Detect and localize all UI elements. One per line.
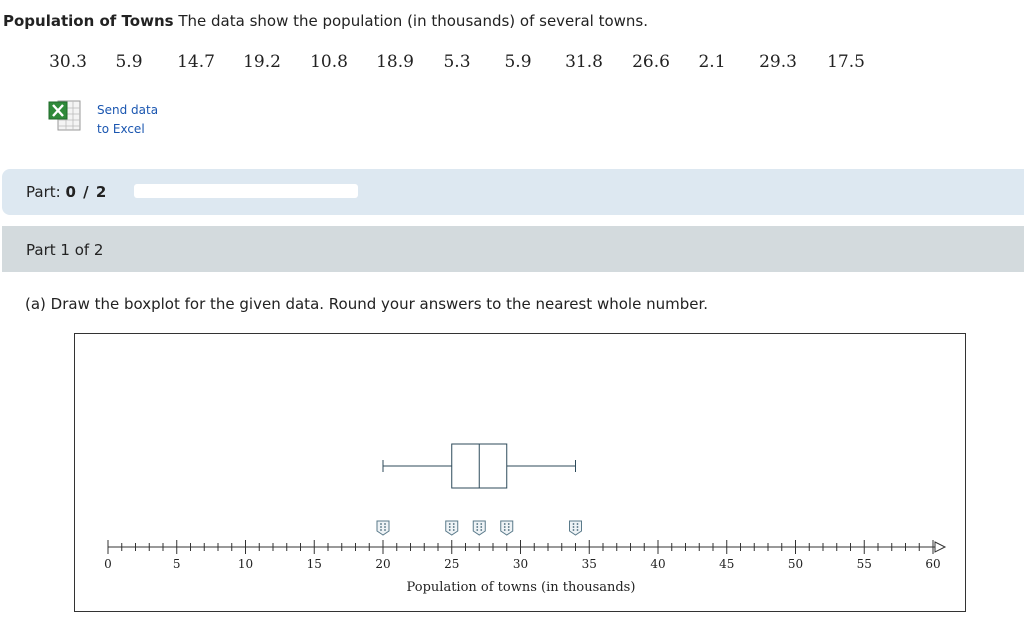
- excel-icon[interactable]: [48, 99, 82, 133]
- data-value: 17.5: [827, 52, 865, 72]
- excel-link-line2[interactable]: to Excel: [97, 122, 145, 136]
- tick-label: 10: [238, 557, 253, 571]
- tick-label: 60: [925, 557, 940, 571]
- grip-icon[interactable]: [500, 520, 514, 536]
- grip-dot: [576, 526, 579, 528]
- problem-title-line: Population of Towns The data show the po…: [3, 12, 648, 30]
- grip-dot: [572, 526, 575, 528]
- grip-dot: [572, 529, 575, 531]
- grip-dot: [452, 529, 455, 531]
- grip-icon[interactable]: [445, 520, 459, 536]
- data-value: 10.8: [310, 52, 348, 72]
- part-label-text: Part:: [26, 183, 61, 201]
- grip-dot: [452, 523, 455, 525]
- tick-label: 5: [173, 557, 181, 571]
- data-values-row: 30.3 5.9 14.7 19.2 10.8 18.9 5.3 5.9 31.8 26.6 2.1…: [0, 52, 1024, 76]
- data-value: 14.7: [177, 52, 215, 72]
- part-header-text: Part 1 of 2: [26, 241, 104, 259]
- grip-dot: [576, 529, 579, 531]
- median-handle[interactable]: [472, 520, 486, 536]
- tick-label: 0: [104, 557, 112, 571]
- part-progress-bar: Part: 0 / 2: [2, 169, 1024, 215]
- tick-label: 35: [582, 557, 597, 571]
- progress-track: [134, 184, 358, 198]
- grip-dot: [576, 523, 579, 525]
- data-value: 26.6: [632, 52, 670, 72]
- grip-dot: [476, 523, 479, 525]
- grip-dot: [507, 529, 510, 531]
- grip-dot: [476, 526, 479, 528]
- tick-label: 30: [513, 557, 528, 571]
- data-value: 29.3: [759, 52, 797, 72]
- tick-label: 20: [375, 557, 390, 571]
- q3-handle[interactable]: [500, 520, 514, 536]
- data-value: 5.9: [504, 52, 532, 72]
- grip-dot: [503, 529, 506, 531]
- data-value: 19.2: [243, 52, 281, 72]
- axis-label: Population of towns (in thousands): [407, 580, 636, 595]
- data-value: 5.3: [443, 52, 471, 72]
- grip-dot: [476, 529, 479, 531]
- send-data-to-excel-link[interactable]: Send data to Excel: [97, 101, 158, 139]
- grip-dot: [507, 523, 510, 525]
- tick-label: 40: [650, 557, 665, 571]
- min-handle[interactable]: [376, 520, 390, 536]
- q1-handle[interactable]: [445, 520, 459, 536]
- number-line: [107, 540, 947, 554]
- boxplot-canvas[interactable]: 0 5 10 15 20 25 30 35 40 45 50 55 60 Population of t…: [74, 333, 966, 612]
- tick-labels: 0 5 10 15 20 25 30 35 40 45 50 55 60: [104, 557, 940, 571]
- excel-link-line1[interactable]: Send data: [97, 103, 159, 117]
- grip-dot: [448, 529, 451, 531]
- grip-dot: [380, 529, 382, 531]
- grip-dot: [384, 529, 386, 531]
- grip-dot: [507, 526, 510, 528]
- grip-dot: [384, 523, 386, 525]
- grip-dot: [480, 529, 483, 531]
- data-value: 2.1: [698, 52, 726, 72]
- problem-title: Population of Towns: [3, 12, 174, 30]
- tick-label: 25: [444, 557, 459, 571]
- grip-icon[interactable]: [376, 520, 390, 536]
- grip-dot: [452, 526, 455, 528]
- grip-icon[interactable]: [472, 520, 486, 536]
- grip-dot: [384, 526, 386, 528]
- grip-icon[interactable]: [569, 520, 582, 536]
- tick-label: 50: [788, 557, 803, 571]
- part-header: Part 1 of 2: [2, 226, 1024, 272]
- part-progress-value: 0 / 2: [65, 183, 108, 201]
- axis-arrow-icon: [934, 541, 947, 553]
- tick-label: 55: [857, 557, 872, 571]
- grip-dot: [480, 523, 483, 525]
- boxplot-handles[interactable]: [376, 520, 582, 536]
- boxplot-shape[interactable]: [382, 443, 576, 489]
- grip-dot: [448, 523, 451, 525]
- problem-description: The data show the population (in thousan…: [178, 12, 648, 30]
- grip-dot: [448, 526, 451, 528]
- data-value: 31.8: [565, 52, 603, 72]
- boxplot-svg[interactable]: 0 5 10 15 20 25 30 35 40 45 50 55 60 Population of t…: [75, 334, 965, 611]
- part-progress-label: Part: 0 / 2: [26, 183, 107, 201]
- grip-dot: [380, 526, 382, 528]
- question-text: (a) Draw the boxplot for the given data.…: [25, 295, 708, 313]
- grip-dot: [572, 523, 575, 525]
- data-value: 18.9: [376, 52, 414, 72]
- data-value: 5.9: [115, 52, 143, 72]
- grip-dot: [380, 523, 382, 525]
- tick-label: 15: [307, 557, 322, 571]
- data-value: 30.3: [49, 52, 87, 72]
- grip-dot: [480, 526, 483, 528]
- tick-label: 45: [719, 557, 734, 571]
- max-handle[interactable]: [569, 520, 582, 536]
- grip-dot: [503, 526, 506, 528]
- grip-dot: [503, 523, 506, 525]
